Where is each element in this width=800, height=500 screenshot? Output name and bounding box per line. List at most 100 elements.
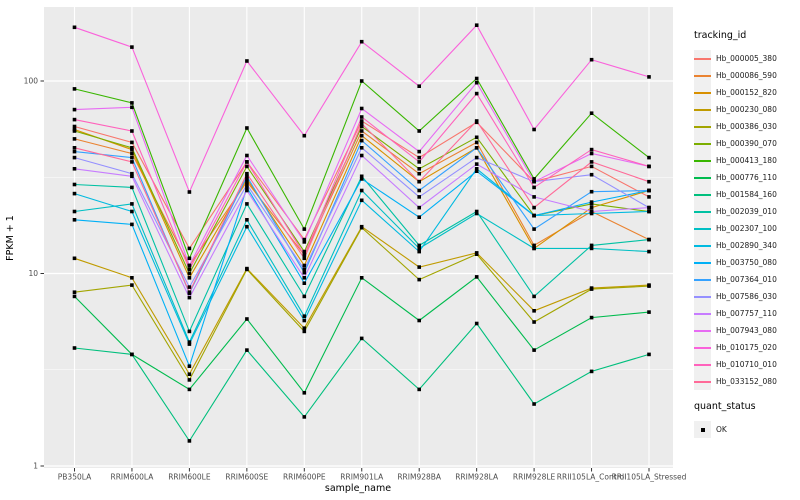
- data-point: [72, 209, 77, 214]
- legend-item-ok: OK: [694, 421, 798, 438]
- data-point: [72, 191, 77, 196]
- series-color-key-icon: [694, 271, 711, 288]
- data-point: [359, 174, 364, 179]
- data-point: [130, 105, 134, 110]
- data-point: [474, 169, 479, 173]
- data-point: [417, 246, 421, 251]
- data-point: [417, 188, 421, 193]
- data-point: [302, 270, 307, 275]
- legend-panel: tracking_id Hb_000005_380 Hb_000086_590 Hb…: [694, 30, 798, 438]
- data-point: [417, 160, 421, 164]
- data-point: [474, 91, 479, 96]
- data-point: [187, 364, 192, 368]
- data-point: [245, 188, 249, 193]
- data-point: [72, 182, 77, 187]
- data-point: [302, 276, 307, 280]
- data-point: [245, 153, 249, 158]
- legend-items-tracking-id: Hb_000005_380 Hb_000086_590 Hb_000152_820 H…: [694, 50, 798, 390]
- data-point: [187, 372, 192, 376]
- data-point: [130, 129, 134, 133]
- data-point: [647, 310, 651, 314]
- data-point: [130, 185, 134, 190]
- data-point: [589, 246, 594, 251]
- data-point: [245, 126, 249, 130]
- data-point: [474, 162, 479, 166]
- data-point: [647, 75, 651, 79]
- legend-item-Hb_000390_070: Hb_000390_070: [694, 135, 798, 152]
- data-point: [302, 267, 307, 272]
- legend-item-Hb_000086_590: Hb_000086_590: [694, 67, 798, 84]
- data-point: [72, 218, 77, 222]
- data-point: [474, 140, 479, 145]
- data-point: [72, 346, 77, 350]
- data-point: [72, 25, 77, 30]
- data-point: [647, 209, 651, 214]
- data-point: [532, 227, 536, 231]
- data-point: [130, 171, 134, 176]
- data-point: [589, 164, 594, 169]
- data-point: [245, 185, 249, 190]
- data-point: [72, 137, 77, 141]
- legend-item-Hb_033152_080: Hb_033152_080: [694, 373, 798, 390]
- data-point: [130, 174, 134, 179]
- data-point: [589, 369, 594, 374]
- data-point: [589, 111, 594, 115]
- data-point: [359, 276, 364, 280]
- data-point: [417, 387, 421, 392]
- data-point: [532, 185, 536, 190]
- data-point: [245, 164, 249, 169]
- data-point: [302, 391, 307, 395]
- data-point: [302, 415, 307, 419]
- data-point: [245, 179, 249, 184]
- legend-item-label: Hb_000152_820: [716, 88, 777, 97]
- data-point: [647, 284, 651, 288]
- data-point: [589, 151, 594, 156]
- data-point: [72, 87, 77, 91]
- series-color-key-icon: [694, 186, 711, 203]
- data-point: [302, 253, 307, 257]
- data-point: [474, 80, 479, 85]
- data-point: [532, 179, 536, 184]
- data-point: [532, 195, 536, 199]
- x-tick-label: RRIM901LA: [340, 473, 384, 482]
- data-point: [532, 127, 536, 132]
- legend-item-label: Hb_000386_030: [716, 122, 777, 131]
- data-point: [359, 39, 364, 44]
- data-point: [359, 188, 364, 193]
- data-point: [417, 215, 421, 219]
- legend-item-label: Hb_010175_020: [716, 343, 777, 352]
- data-point: [589, 315, 594, 320]
- data-point: [359, 129, 364, 133]
- plot-panel: [44, 7, 673, 468]
- y-axis-title: FPKM + 1: [5, 215, 16, 261]
- data-point: [589, 243, 594, 248]
- data-point: [532, 402, 536, 406]
- legend-item-Hb_000776_110: Hb_000776_110: [694, 169, 798, 186]
- legend-item-Hb_010175_020: Hb_010175_020: [694, 339, 798, 356]
- legend-item-Hb_000413_180: Hb_000413_180: [694, 152, 798, 169]
- data-point: [72, 290, 77, 294]
- data-point: [359, 133, 364, 138]
- data-point: [474, 135, 479, 140]
- x-tick-label: RRIM600PE: [283, 473, 326, 482]
- data-point: [532, 243, 536, 248]
- series-color-key-icon: [694, 339, 711, 356]
- data-point: [245, 317, 249, 321]
- data-point: [302, 133, 307, 138]
- legend-item-label: Hb_001584_160: [716, 190, 777, 199]
- data-point: [187, 256, 192, 261]
- legend-item-label: Hb_000390_070: [716, 139, 777, 148]
- series-color-key-icon: [694, 254, 711, 271]
- series-color-key-icon: [694, 220, 711, 237]
- data-point: [359, 106, 364, 111]
- data-point: [417, 129, 421, 133]
- data-point: [359, 177, 364, 181]
- data-point: [245, 218, 249, 222]
- series-color-key-icon: [694, 118, 711, 135]
- data-point: [130, 222, 134, 227]
- data-point: [417, 265, 421, 269]
- legend-item-label: Hb_007757_110: [716, 309, 777, 318]
- data-points: [72, 23, 651, 443]
- series-color-key-icon: [694, 67, 711, 84]
- data-point: [589, 205, 594, 210]
